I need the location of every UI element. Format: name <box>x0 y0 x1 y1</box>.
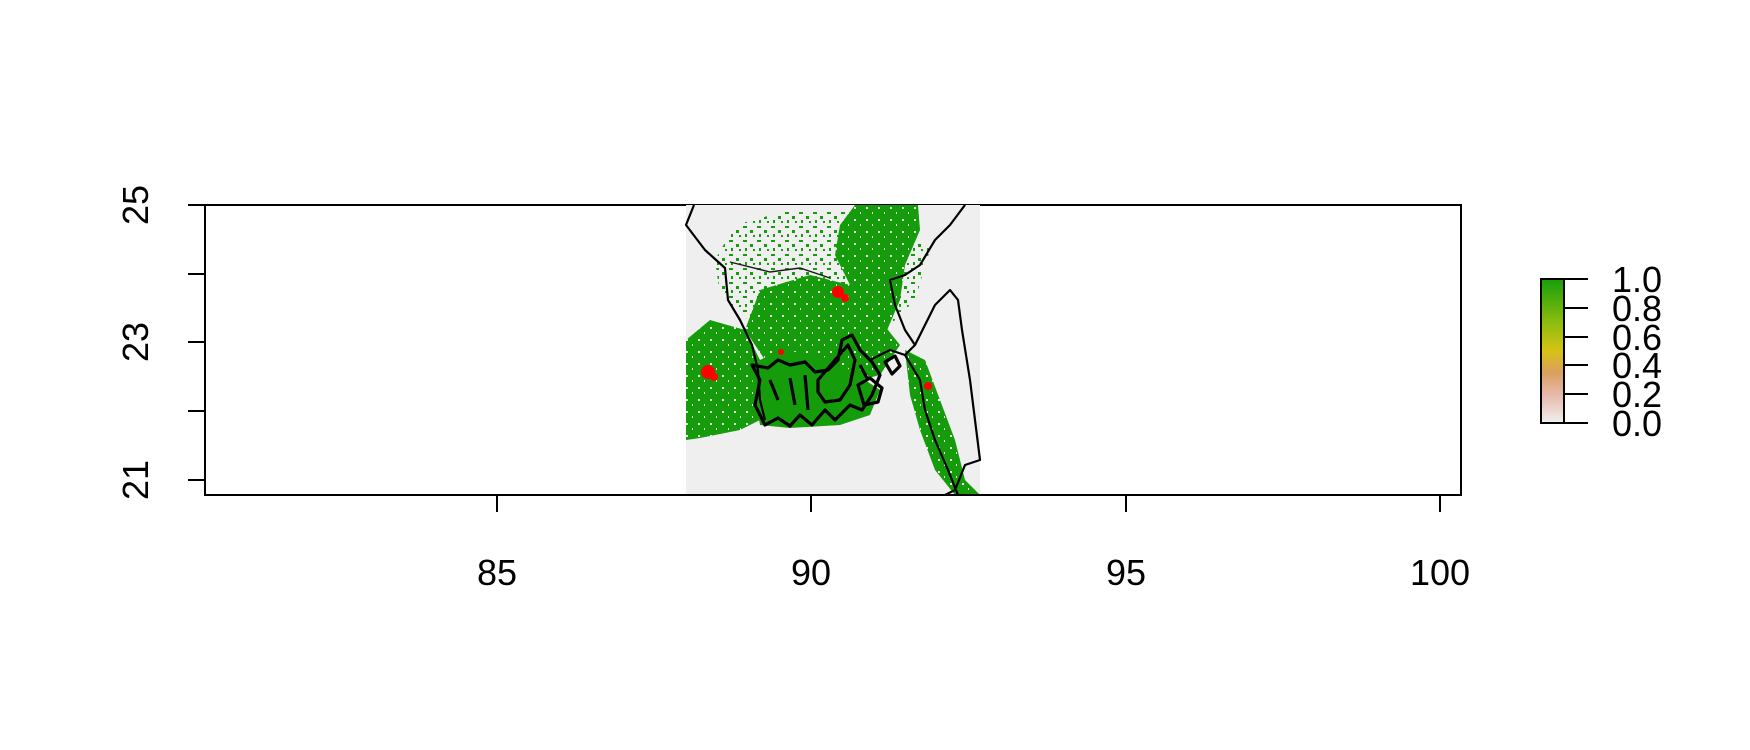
y-tick-label-23: 23 <box>115 322 156 362</box>
hotspot-dhaka-b <box>841 294 849 302</box>
y-axis: 25 23 21 <box>115 185 206 500</box>
x-axis: 85 90 95 100 <box>477 494 1470 593</box>
legend-label-0.6: 0.6 <box>1612 317 1662 358</box>
delta-channels <box>768 364 870 411</box>
raster-coastal-strip <box>905 350 980 495</box>
coastal-line-southeast <box>904 354 960 495</box>
internal-border <box>729 261 831 279</box>
hotspot-central <box>778 349 784 355</box>
x-tick-label-85: 85 <box>477 552 517 593</box>
legend-ticks <box>1564 278 1588 424</box>
legend-label-1.0: 1.0 <box>1612 259 1662 300</box>
delta-island-3 <box>883 354 902 376</box>
bangladesh-border-east <box>869 205 966 361</box>
map-outline <box>684 205 982 495</box>
y-tick-label-25: 25 <box>115 185 156 225</box>
y-tick-label-21: 21 <box>115 460 156 500</box>
hotspot-group <box>701 286 932 390</box>
raster-layer <box>686 205 980 495</box>
legend: 1.0 0.8 0.6 0.4 0.2 0.0 <box>1540 259 1662 444</box>
x-tick-label-95: 95 <box>1106 552 1146 593</box>
x-tick-label-100: 100 <box>1410 552 1470 593</box>
x-tick-label-90: 90 <box>791 552 831 593</box>
chittagong-hills-border <box>914 288 982 495</box>
delta-island-1 <box>816 343 857 404</box>
legend-colorbar <box>1540 278 1565 424</box>
legend-label-0.4: 0.4 <box>1612 345 1662 386</box>
legend-label-0.0: 0.0 <box>1612 403 1662 444</box>
legend-label-0.2: 0.2 <box>1612 374 1662 415</box>
hotspot-southeast <box>924 382 932 390</box>
legend-label-0.8: 0.8 <box>1612 288 1662 329</box>
hotspot-dhaka <box>832 286 844 298</box>
raster-southwest <box>686 320 770 440</box>
hotspot-west-b <box>710 373 718 381</box>
